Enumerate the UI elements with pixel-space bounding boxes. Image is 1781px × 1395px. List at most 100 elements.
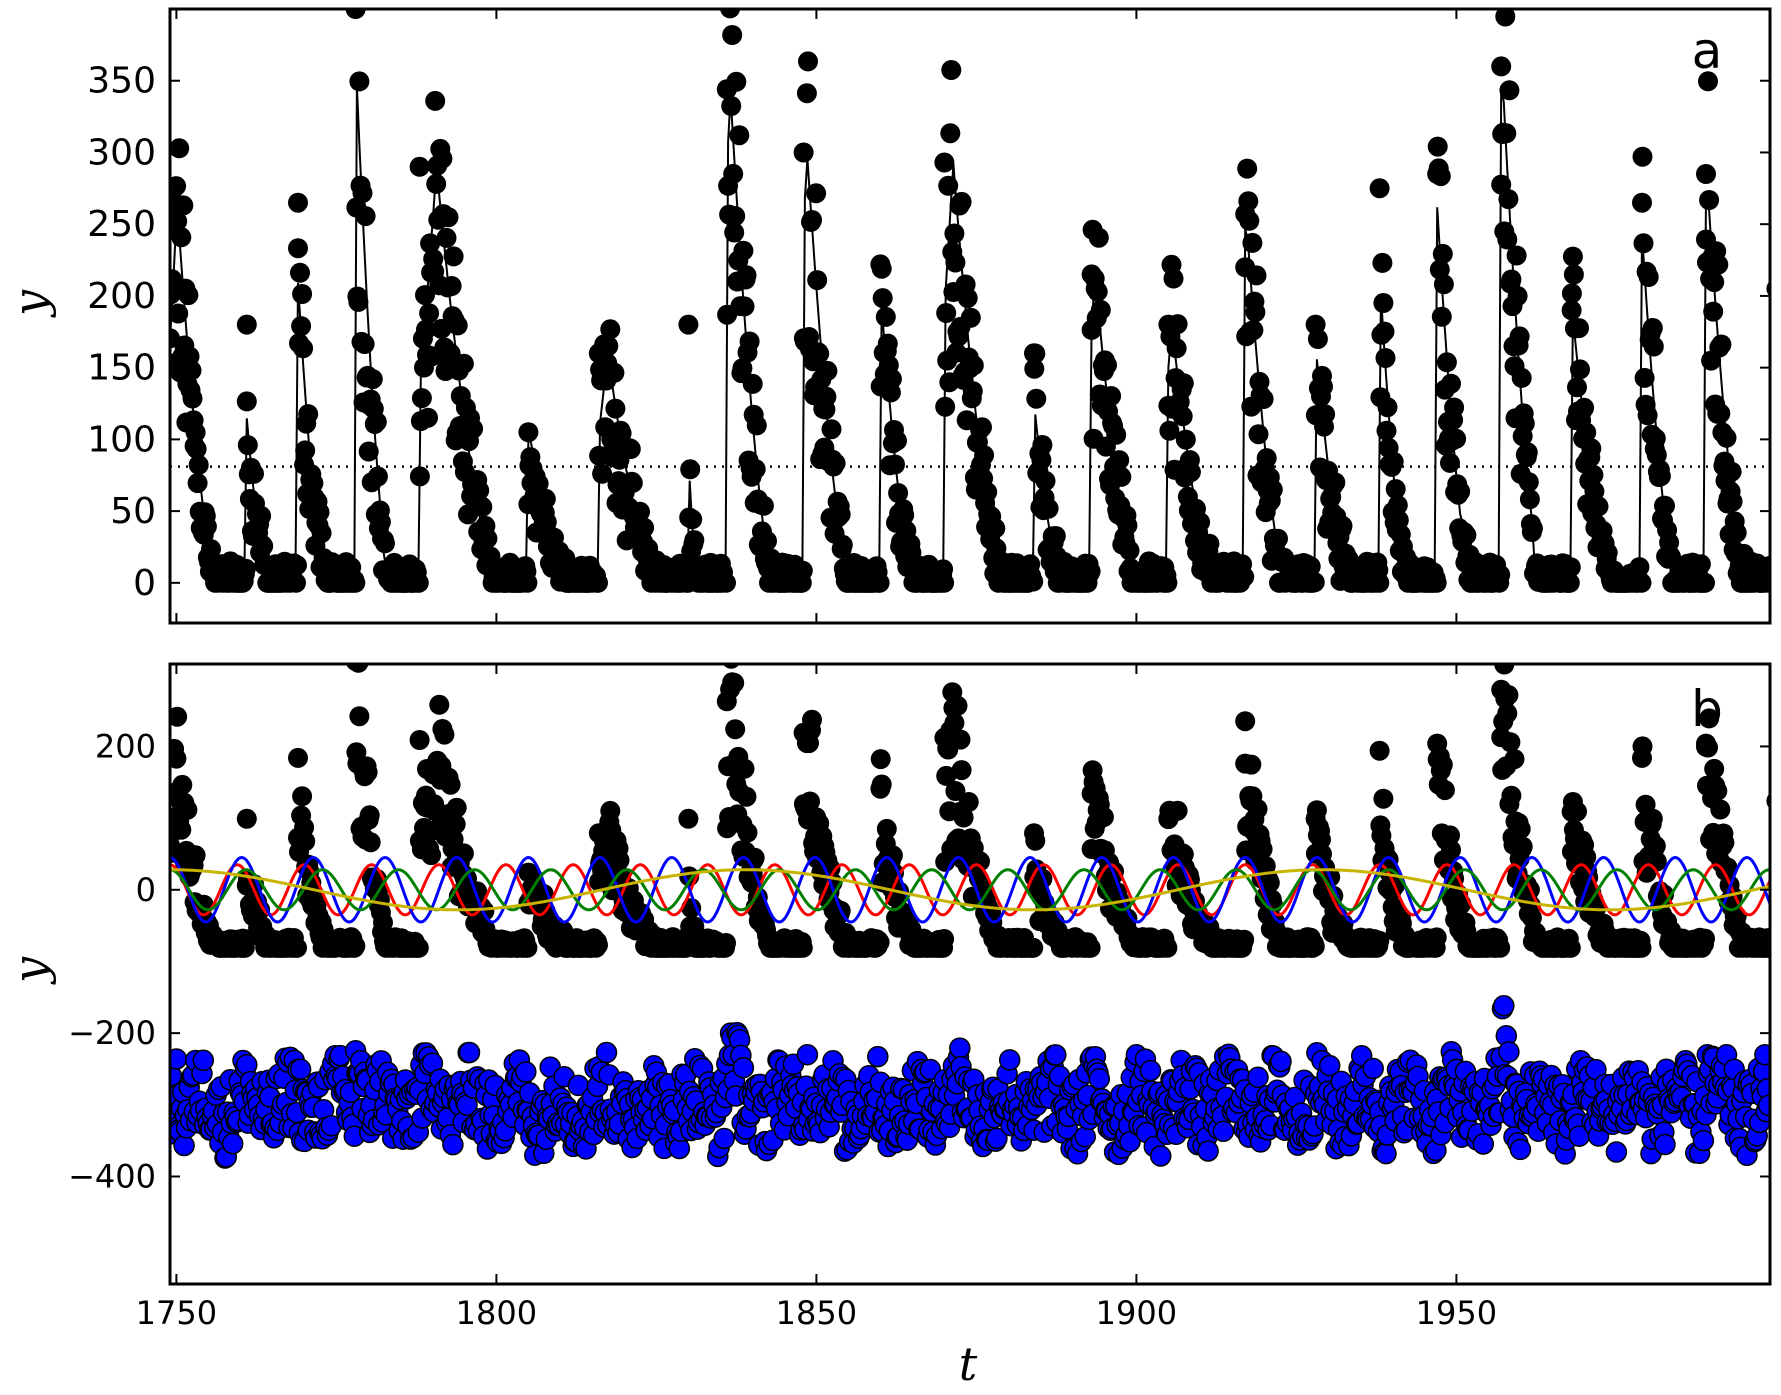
panel-b-black-point (1080, 937, 1101, 958)
panel-a-point (753, 495, 774, 516)
panel-a-point (723, 163, 744, 184)
panel-a-point (295, 440, 316, 461)
panel-a-point (362, 369, 383, 390)
panel-a-point (1517, 442, 1538, 463)
panel-b-y-tick-label: 0 (136, 871, 156, 909)
panel-a-point (985, 518, 1006, 539)
panel-b-blue-point (1498, 1041, 1520, 1063)
panel-a-point (977, 482, 998, 503)
panel-a-point (941, 60, 962, 80)
panel-a-point (1373, 293, 1394, 313)
panel-b-black-point (295, 831, 316, 852)
panel-a-point (1509, 326, 1530, 347)
panel-b-black-point (944, 712, 965, 733)
panel-a-point (415, 285, 435, 306)
panel-a-point (885, 454, 905, 475)
panel-a-point (944, 223, 965, 244)
panel-b-black-point (292, 786, 313, 807)
panel-a-point (796, 83, 817, 104)
panel-b-black-point (170, 748, 187, 769)
panel-b-black-point (1311, 829, 1331, 850)
panel-a-point (678, 314, 699, 335)
panel-a-point (1634, 367, 1655, 388)
panel-a-point (1385, 479, 1406, 500)
panel-b-black-point (236, 808, 257, 829)
panel-b-black-point (446, 797, 467, 818)
panel-a-point (1561, 300, 1582, 321)
panel-a-point (974, 445, 995, 466)
panel-a-point (1491, 56, 1512, 77)
panel-a-point (1632, 192, 1652, 213)
panel-a-point (1199, 533, 1220, 554)
panel-a-point (620, 439, 641, 459)
panel-b-black-point (1304, 936, 1325, 957)
panel-a-point (453, 353, 474, 374)
panel-a-point (170, 176, 187, 197)
panel-b-x-tick-label: 1850 (776, 1294, 857, 1332)
panel-a-point (1711, 334, 1732, 355)
panel-b-blue-point (713, 1127, 735, 1150)
panel-a-point (290, 262, 310, 283)
panel-a-point (1032, 435, 1053, 455)
panel-a-point (716, 79, 737, 100)
panel-b-black-point (1426, 927, 1447, 948)
panel-a-point (732, 358, 753, 379)
panel-b-black-point (1500, 732, 1521, 753)
panel-b-blue-point (1247, 1066, 1269, 1089)
panel-a-point (957, 288, 978, 309)
panel-a-point (1569, 318, 1589, 339)
panel-a-point (1631, 572, 1652, 593)
panel-b-black-point (725, 719, 746, 740)
panel-a-point (1180, 462, 1201, 483)
panel-b-blue-point (1197, 1140, 1219, 1162)
panel-a-point (1722, 491, 1743, 512)
panel-a-point (1518, 472, 1539, 493)
panel-b-black-point (1432, 754, 1453, 775)
panel-b-blue-point (796, 1043, 819, 1066)
panel-a-point (1637, 405, 1658, 426)
panel-b-black-point (359, 805, 380, 826)
panel-a-point (1562, 246, 1583, 267)
panel-b-blue-point (998, 1049, 1021, 1071)
panel-b-x-tick-label: 1750 (136, 1294, 217, 1332)
panel-a-point (1111, 466, 1132, 487)
panel-b-blue-point (732, 1056, 755, 1079)
panel-a-point (1433, 274, 1454, 295)
panel-a-y-tick-label: 100 (87, 419, 156, 460)
panel-b-black-point (1252, 839, 1273, 860)
panel-a-point (742, 373, 763, 394)
panel-b-black-point (172, 774, 193, 795)
panel-a-point (1175, 429, 1196, 450)
panel-b-black-point (517, 937, 538, 958)
panel-b-plot-area (170, 664, 1770, 1169)
panel-b-black-point (177, 799, 198, 820)
panel-a-point (1024, 358, 1045, 379)
panel-b-black-point (1512, 836, 1533, 857)
panel-a-point (807, 270, 828, 291)
panel-a-point (806, 183, 827, 204)
panel-a-y-tick-label: 300 (87, 132, 156, 173)
panel-b-black-point (716, 691, 737, 712)
panel-a-point (1507, 286, 1528, 306)
panel-b-black-point (1642, 808, 1663, 829)
panel-b-black-point (950, 729, 971, 750)
panel-a-point (1431, 306, 1452, 327)
panel-b-black-point (443, 829, 464, 850)
panel-a-point (1436, 352, 1457, 373)
panel-b-black-point (1504, 749, 1525, 770)
panel-b-black-point (1696, 733, 1716, 754)
panel-b-blue-point (1362, 1057, 1384, 1080)
panel-a-point (1081, 264, 1102, 285)
panel-a-point (1026, 388, 1047, 409)
panel-a-point (1726, 522, 1747, 543)
panel-a-point (960, 307, 981, 328)
panel-a-point (477, 528, 498, 549)
panel-a-point (830, 504, 851, 525)
panel-a-point (463, 418, 484, 439)
panel-b-y-tick-label: −400 (68, 1157, 156, 1195)
panel-a-point (1300, 556, 1321, 577)
panel-a-point (1304, 572, 1325, 593)
panel-a-point (1173, 373, 1194, 394)
panel-a-point (945, 252, 966, 273)
panel-a-point (1721, 461, 1742, 482)
